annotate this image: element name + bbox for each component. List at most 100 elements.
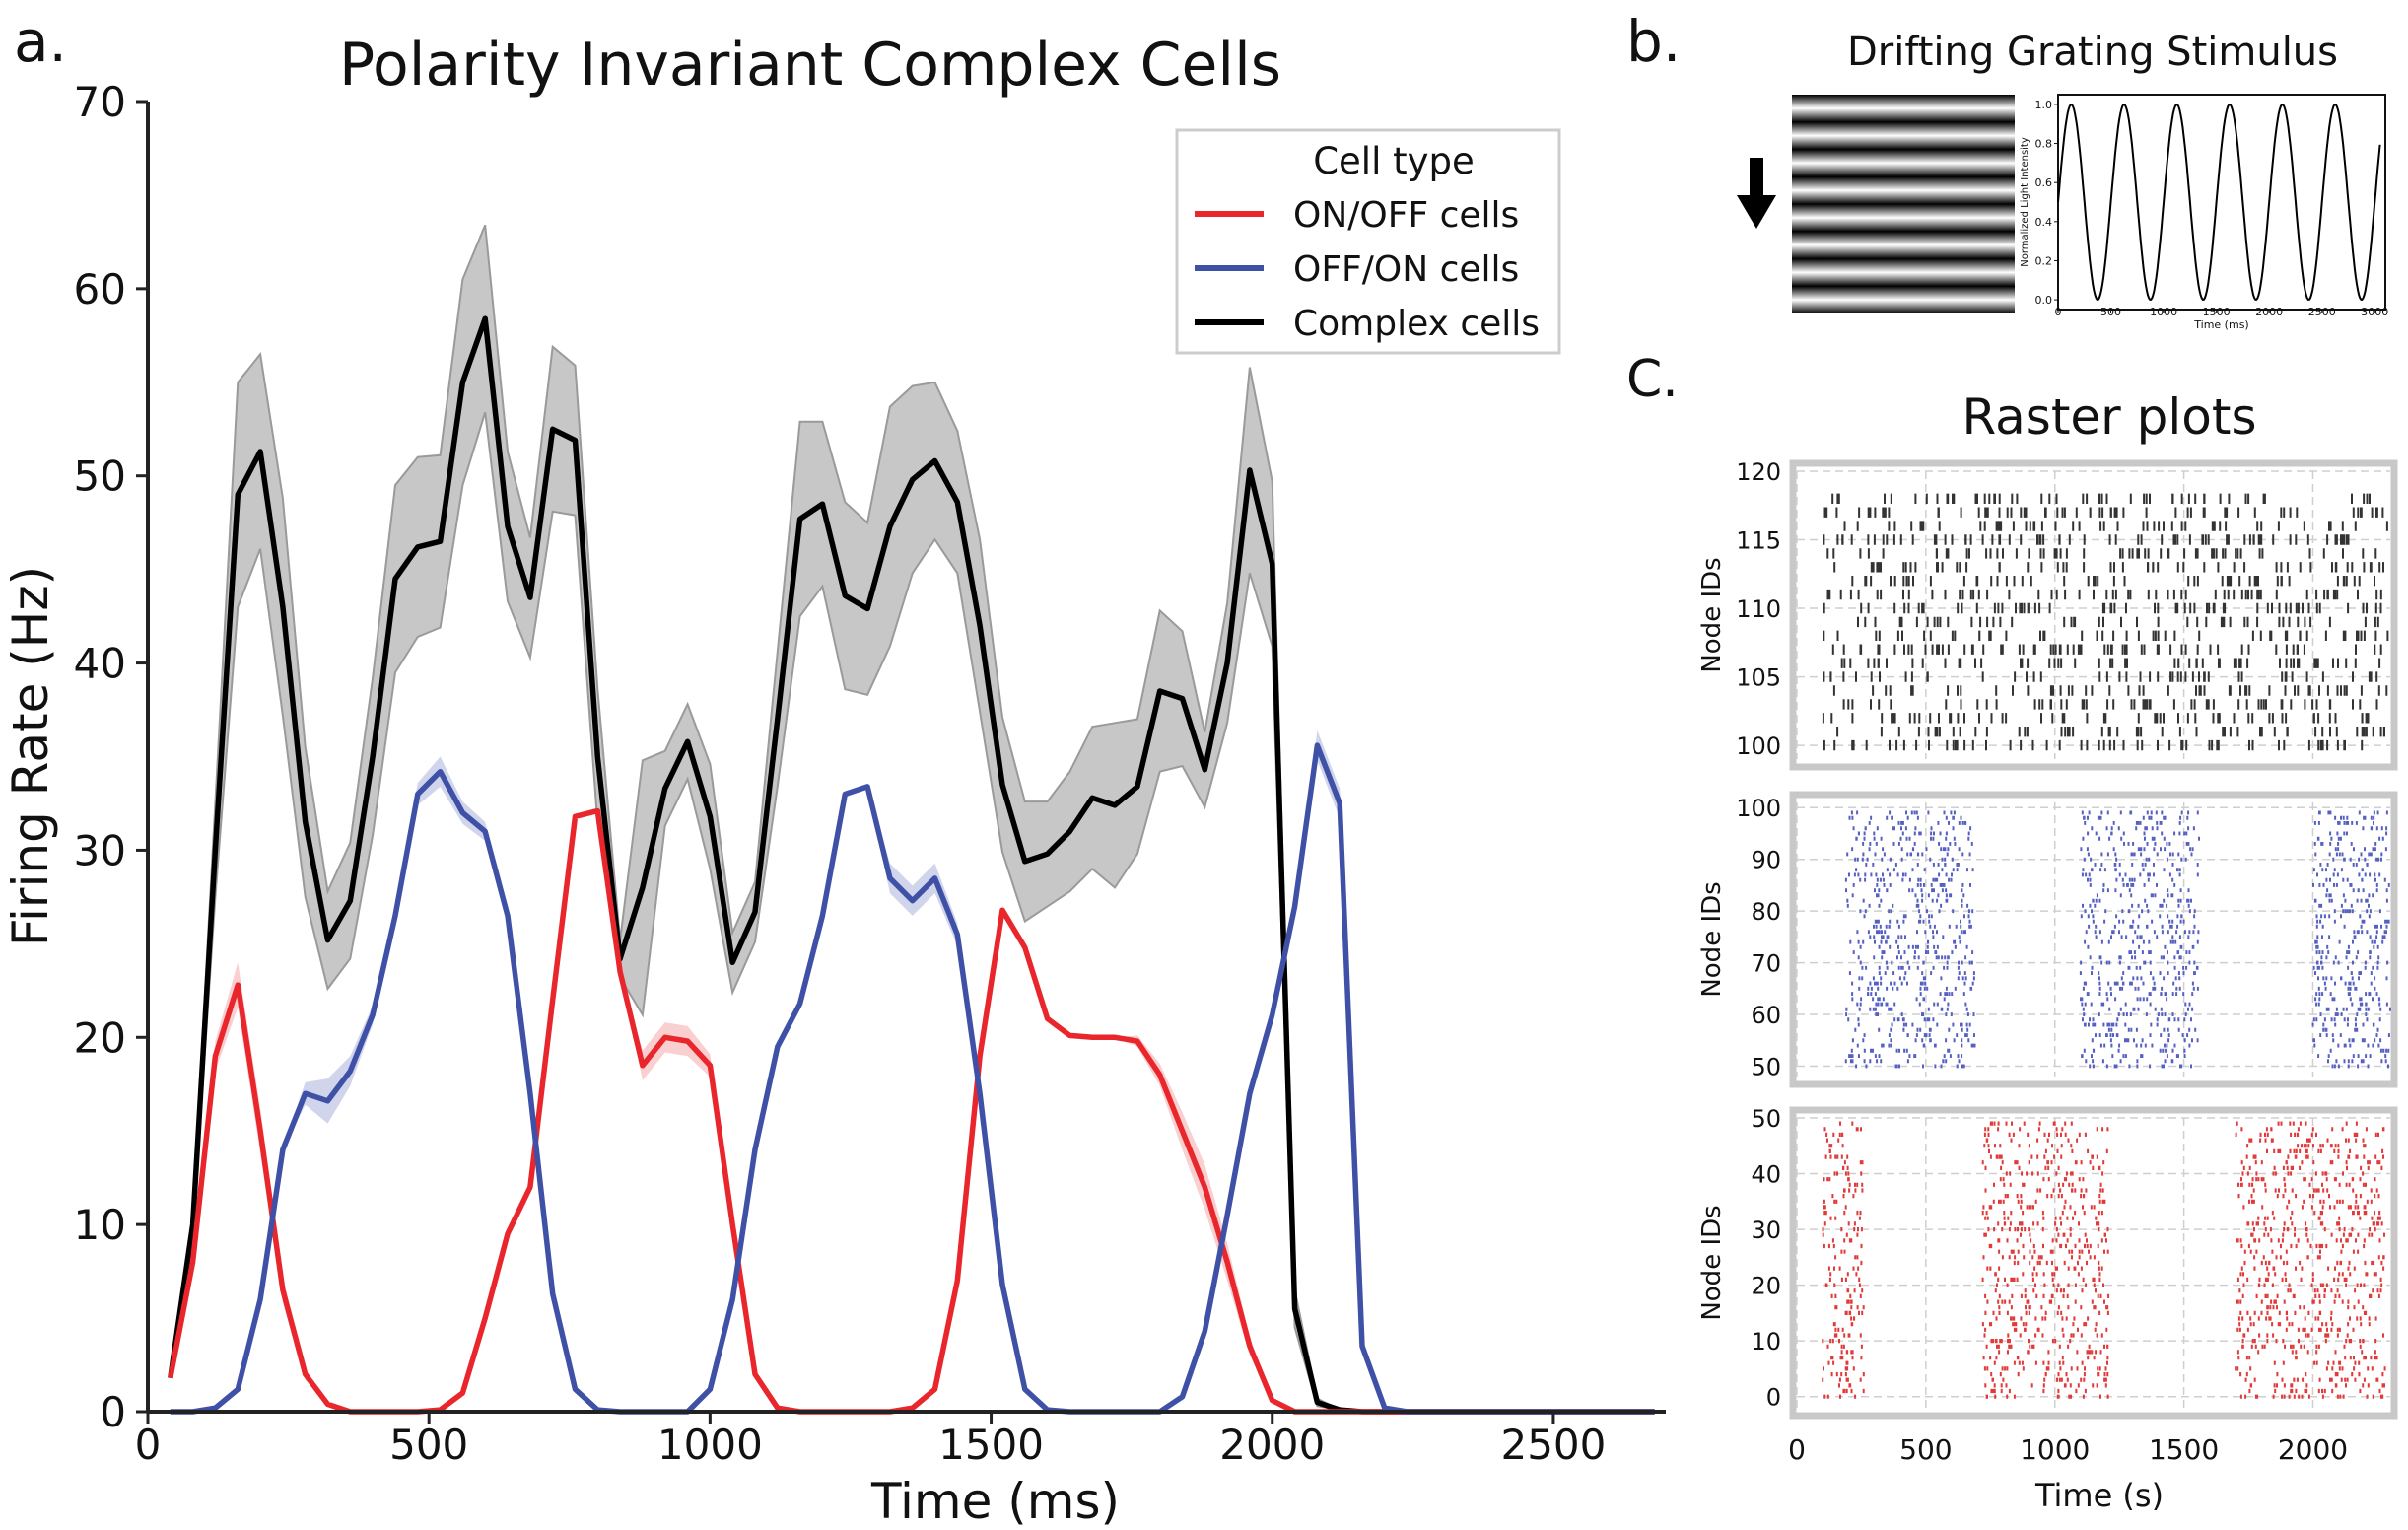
spike-train bbox=[1823, 534, 2350, 545]
raster-panel-1: 100 105 110 115 120 Node IDs bbox=[1697, 458, 2398, 771]
spike-train bbox=[1825, 1132, 2379, 1137]
raster-panel-3: 0 10 20 30 40 50 Node IDs bbox=[1697, 1105, 2398, 1420]
raster-spikes bbox=[1822, 493, 2389, 751]
spike-train bbox=[1844, 1310, 2368, 1315]
x-tick-label: 500 bbox=[2100, 306, 2121, 318]
spike-train bbox=[1857, 831, 2388, 836]
spike-train bbox=[1856, 1043, 2380, 1048]
raster-y-label: Node IDs bbox=[1697, 1205, 1727, 1320]
raster-y-tick-label: 60 bbox=[1751, 1002, 1781, 1029]
spike-train bbox=[1847, 1017, 2381, 1022]
x-tick-label: 1500 bbox=[938, 1421, 1044, 1469]
spike-train bbox=[1851, 847, 2387, 852]
chart-c-x-ticks: 0 500 1000 1500 2000 bbox=[1788, 1433, 2348, 1466]
raster-y-tick-label: 50 bbox=[1751, 1105, 1781, 1133]
y-tick-label: 60 bbox=[74, 265, 126, 313]
raster-spikes bbox=[1822, 1121, 2386, 1399]
spike-train bbox=[1857, 1022, 2375, 1027]
spike-train bbox=[1846, 903, 2370, 908]
grating-image bbox=[1792, 95, 2015, 313]
spike-train bbox=[1848, 1054, 2387, 1058]
spike-train bbox=[1823, 1177, 2376, 1182]
y-tick-label: 0.4 bbox=[2035, 216, 2053, 229]
spike-train bbox=[1840, 1350, 2376, 1355]
spike-train bbox=[1860, 1260, 2383, 1266]
spike-train bbox=[1855, 1064, 2389, 1069]
spike-train bbox=[1823, 1199, 2373, 1204]
spike-train bbox=[1858, 986, 2376, 991]
spike-train bbox=[1828, 1144, 2367, 1148]
spike-train bbox=[1869, 935, 2386, 939]
spike-train bbox=[1827, 1266, 2385, 1271]
spike-train bbox=[1823, 1211, 2381, 1216]
spike-train bbox=[1823, 739, 2364, 751]
raster-y-tick-label: 110 bbox=[1736, 595, 1781, 623]
spike-train bbox=[1834, 1305, 2365, 1310]
spike-train bbox=[1842, 699, 2378, 710]
x-tick-label: 1500 bbox=[2203, 306, 2231, 318]
y-tick-label: 1.0 bbox=[2035, 99, 2053, 111]
y-tick-label: 0.6 bbox=[2035, 176, 2053, 189]
spike-train bbox=[1857, 955, 2380, 960]
y-tick-label: 20 bbox=[74, 1013, 126, 1062]
spike-train bbox=[1855, 836, 2384, 841]
spike-train bbox=[1852, 950, 2372, 954]
spike-train bbox=[1823, 1205, 2367, 1210]
spike-train bbox=[1859, 909, 2381, 914]
spike-train bbox=[1830, 1293, 2380, 1298]
spike-train bbox=[1854, 857, 2382, 862]
raster-y-label: Node IDs bbox=[1697, 881, 1727, 997]
spike-train bbox=[1830, 1356, 2378, 1360]
spike-train bbox=[1823, 671, 2378, 682]
spike-train bbox=[1832, 685, 2388, 696]
chart-b-sine-line bbox=[2057, 104, 2381, 301]
y-tick-label: 0.0 bbox=[2035, 294, 2053, 307]
spike-train bbox=[1846, 1299, 2360, 1304]
spike-train bbox=[1862, 842, 2377, 846]
down-arrow-icon bbox=[1737, 158, 1776, 229]
x-tick-label: 0 bbox=[135, 1421, 162, 1469]
chart-b-y-label: Normalized Light Intensity bbox=[2020, 137, 2030, 267]
chart-b-x-ticks: 0 500 1000 1500 2000 2500 3000 bbox=[2055, 306, 2389, 318]
spike-train bbox=[1834, 1327, 2355, 1332]
spike-train bbox=[1822, 1232, 2385, 1237]
spike-train bbox=[1857, 616, 2379, 628]
raster-x-tick-label: 500 bbox=[1899, 1433, 1952, 1466]
spike-train bbox=[1859, 944, 2379, 949]
raster-y-tick-label: 40 bbox=[1751, 1161, 1781, 1189]
raster-y-tick-label: 100 bbox=[1736, 795, 1781, 822]
legend-box bbox=[1175, 128, 1561, 355]
raster-y-tick-label: 100 bbox=[1736, 732, 1781, 760]
spike-train bbox=[1822, 1339, 2377, 1344]
spike-train bbox=[1838, 1383, 2385, 1388]
spike-train bbox=[1826, 589, 2382, 600]
spike-train bbox=[1845, 888, 2388, 893]
raster-panel-frame bbox=[1789, 791, 2398, 1088]
spike-train bbox=[1832, 1322, 2371, 1327]
raster-y-tick-label: 70 bbox=[1751, 950, 1781, 978]
raster-x-tick-label: 2000 bbox=[2278, 1433, 2348, 1466]
panel-a-chart: Polarity Invariant Complex Cells 0 10 20 30… bbox=[2, 31, 1666, 1530]
x-tick-label: 2500 bbox=[2308, 306, 2336, 318]
spike-train bbox=[1846, 898, 2388, 903]
spike-train bbox=[1822, 1377, 2379, 1382]
spike-train bbox=[1823, 1366, 2386, 1371]
spike-train bbox=[1842, 1388, 2381, 1394]
spike-train bbox=[1873, 924, 2388, 929]
spike-train bbox=[1861, 965, 2379, 970]
spike-train bbox=[1844, 877, 2386, 882]
legend-label-complex: Complex cells bbox=[1293, 304, 1540, 344]
spike-train bbox=[1856, 930, 2387, 935]
y-tick-label: 50 bbox=[74, 452, 126, 501]
y-tick-label: 0.8 bbox=[2035, 138, 2053, 151]
spike-train bbox=[1843, 521, 2388, 531]
spike-train bbox=[1836, 727, 2385, 737]
chart-a-legend: Cell type ON/OFF cells OFF/ON cells Comp… bbox=[1175, 128, 1561, 355]
spike-train bbox=[1858, 976, 2388, 981]
spike-train bbox=[1859, 960, 2389, 965]
spike-train bbox=[1863, 1033, 2390, 1037]
spike-train bbox=[1831, 493, 2371, 504]
x-tick-label: 2000 bbox=[2255, 306, 2283, 318]
series-line-complex-cells bbox=[168, 315, 1655, 1415]
